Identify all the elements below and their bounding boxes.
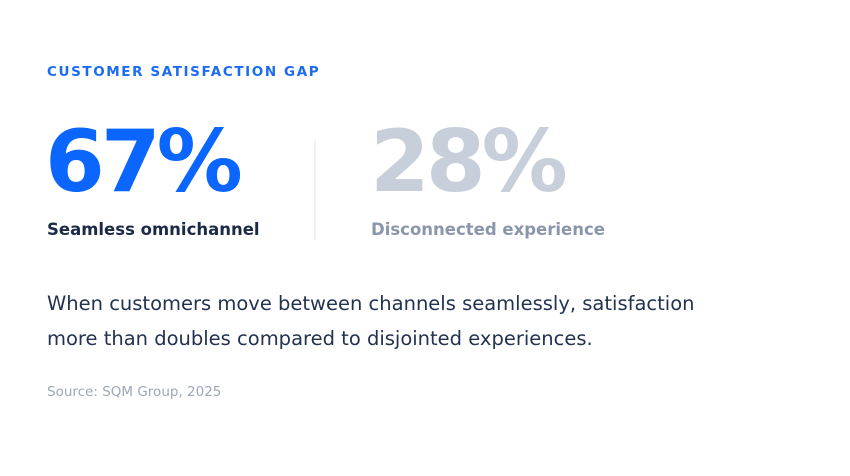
- description-line-2: more than doubles compared to disjointed…: [47, 327, 593, 350]
- stat-value-disconnected: 28%: [370, 112, 568, 212]
- stat-value-seamless: 67%: [45, 112, 243, 212]
- description: When customers move between channels sea…: [47, 286, 807, 356]
- divider: [314, 140, 316, 240]
- stat-label-disconnected: Disconnected experience: [371, 220, 605, 239]
- stat-label-seamless: Seamless omnichannel: [47, 220, 260, 239]
- stat-seamless: 67% Seamless omnichannel: [45, 112, 260, 239]
- stat-disconnected: 28% Disconnected experience: [370, 112, 605, 239]
- description-line-1: When customers move between channels sea…: [47, 292, 695, 315]
- eyebrow-heading: CUSTOMER SATISFACTION GAP: [47, 64, 321, 80]
- source-citation: Source: SQM Group, 2025: [47, 384, 222, 400]
